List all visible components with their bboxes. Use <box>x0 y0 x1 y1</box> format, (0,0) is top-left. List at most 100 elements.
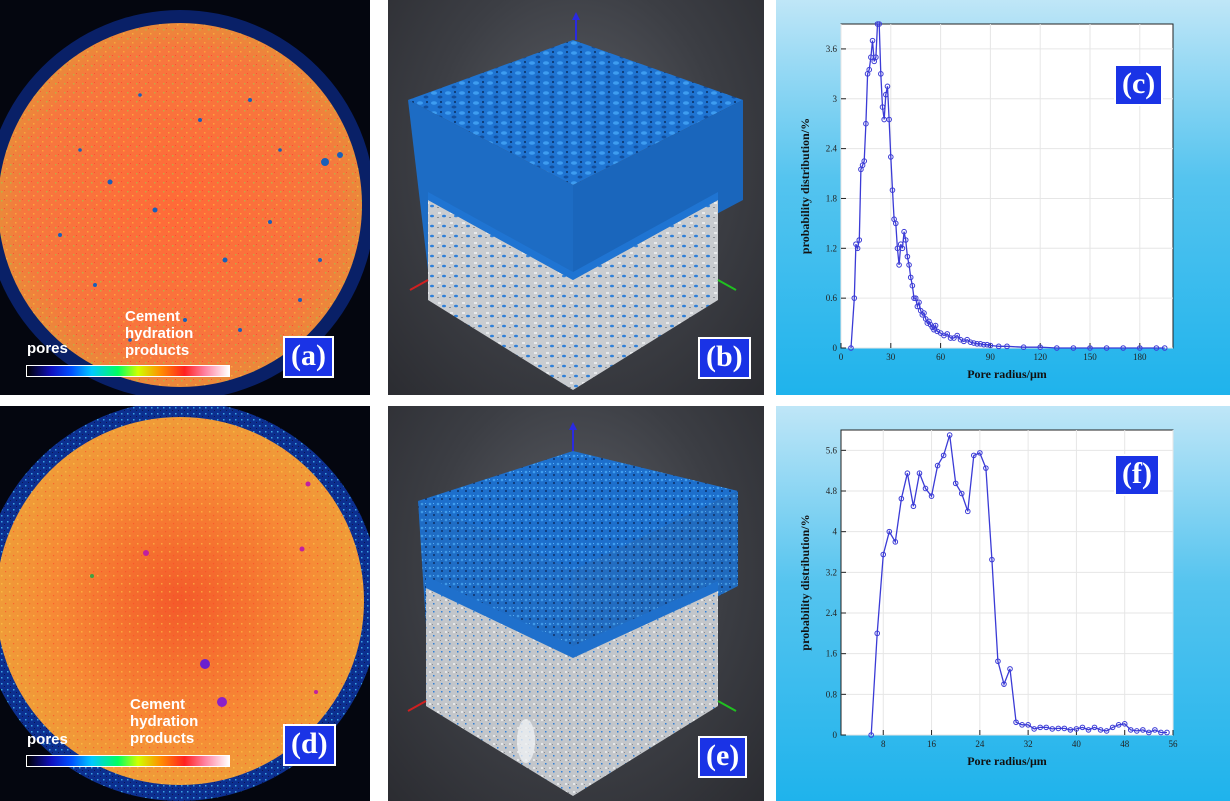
data-point <box>869 37 876 44</box>
data-point <box>878 71 884 77</box>
data-point <box>886 528 893 535</box>
y-tick-label: 2.4 <box>826 144 838 154</box>
data-point <box>883 91 889 98</box>
data-point <box>954 332 960 339</box>
data-point <box>934 462 941 469</box>
x-axis-label: Pore radius/μm <box>967 367 1047 381</box>
pore-dots-d <box>90 481 318 707</box>
data-point <box>880 551 887 558</box>
label-cement-line2-a: hydration <box>125 325 194 342</box>
data-point <box>910 503 917 510</box>
data-point <box>1001 681 1007 687</box>
data-point <box>1043 724 1050 731</box>
data-point <box>1109 724 1116 731</box>
data-point <box>1073 726 1080 732</box>
data-point <box>995 658 1001 665</box>
data-point <box>1120 345 1127 351</box>
data-point <box>848 345 854 351</box>
badge-a: (a) <box>283 336 334 378</box>
data-point <box>922 485 929 492</box>
data-point <box>995 343 1002 350</box>
badge-c: (c) <box>1114 64 1164 106</box>
y-tick-label: 0.6 <box>826 293 838 303</box>
x-tick-label: 56 <box>1169 739 1179 749</box>
data-point <box>989 556 995 563</box>
x-tick-label: 60 <box>936 352 946 362</box>
x-tick-label: 180 <box>1133 352 1147 362</box>
colorbar-a <box>26 365 230 377</box>
panel-c-chart: 0 0.6 1.2 1.8 2.4 3 3.6 0 30 60 90 120 150 180 Pore ra… <box>776 0 1230 395</box>
data-point <box>1103 728 1110 734</box>
data-point <box>971 452 977 459</box>
badge-d: (d) <box>283 724 336 766</box>
data-point <box>896 262 902 268</box>
data-point <box>874 21 881 27</box>
y-axis-label: probability distribution/% <box>798 118 812 254</box>
colorbar-d <box>26 755 230 767</box>
data-point <box>1079 724 1086 731</box>
y-tick-label: 3 <box>833 94 838 104</box>
data-point <box>952 480 959 487</box>
data-point <box>987 342 994 349</box>
y-tick-label: 0 <box>833 730 838 740</box>
panel-d-ct-slice: pores Cement hydration products (d) <box>0 406 370 801</box>
data-point <box>983 465 989 471</box>
data-point <box>974 341 980 347</box>
data-point <box>904 253 911 260</box>
data-point <box>1067 727 1074 733</box>
data-point <box>884 83 891 90</box>
x-axis-label: Pore radius/μm <box>967 754 1047 768</box>
y-tick-label: 1.2 <box>826 243 837 253</box>
data-point <box>1161 345 1168 351</box>
data-point <box>892 539 899 545</box>
data-point <box>921 310 927 316</box>
label-cement-line3-d: products <box>130 730 195 747</box>
label-pores-d: pores <box>27 731 68 748</box>
data-point <box>868 732 874 738</box>
x-tick-label: 90 <box>986 352 996 362</box>
data-point <box>1127 727 1134 733</box>
data-point <box>1025 722 1031 728</box>
y-tick-label: 0.8 <box>826 689 838 699</box>
data-point <box>967 339 974 345</box>
data-point <box>1146 729 1152 736</box>
data-point <box>964 508 971 515</box>
data-point <box>1115 722 1122 728</box>
x-tick-label: 150 <box>1083 352 1097 362</box>
badge-b: (b) <box>698 337 751 379</box>
panel-e-3d-render: (e) <box>388 406 764 801</box>
data-point <box>1152 727 1158 733</box>
data-point <box>946 432 953 438</box>
data-point <box>907 274 914 281</box>
x-tick-label: 48 <box>1120 739 1130 749</box>
x-tick-label: 0 <box>839 352 844 362</box>
label-pores-a: pores <box>27 340 68 357</box>
x-tick-label: 30 <box>886 352 896 362</box>
data-point <box>886 116 892 123</box>
data-point <box>1121 721 1128 727</box>
pore-3d-render-b <box>408 12 743 390</box>
data-point <box>984 341 990 348</box>
data-point <box>904 470 911 477</box>
y-tick-label: 1.8 <box>826 193 838 203</box>
data-point <box>977 341 984 347</box>
data-point <box>1091 724 1098 731</box>
data-point <box>1007 666 1013 672</box>
data-point <box>916 470 923 477</box>
data-point <box>958 490 965 497</box>
y-tick-label: 3.6 <box>826 44 838 54</box>
x-tick-label: 8 <box>881 739 886 749</box>
data-point <box>899 245 906 252</box>
data-point <box>971 340 977 346</box>
x-tick-label: 32 <box>1024 739 1033 749</box>
chart-c-svg: 0 0.6 1.2 1.8 2.4 3 3.6 0 30 60 90 120 150 180 Pore ra… <box>798 21 1174 381</box>
data-point <box>866 66 873 73</box>
panel-a-ct-slice: pores Cement hydration products (a) <box>0 0 370 395</box>
ct-slice-image-a <box>0 10 370 395</box>
data-point <box>919 311 926 318</box>
data-point <box>901 228 907 235</box>
x-tick-label: 16 <box>927 739 937 749</box>
y-tick-label: 2.4 <box>826 608 838 618</box>
panel-b-3d-render: (b) <box>388 0 764 395</box>
data-point <box>902 237 909 243</box>
